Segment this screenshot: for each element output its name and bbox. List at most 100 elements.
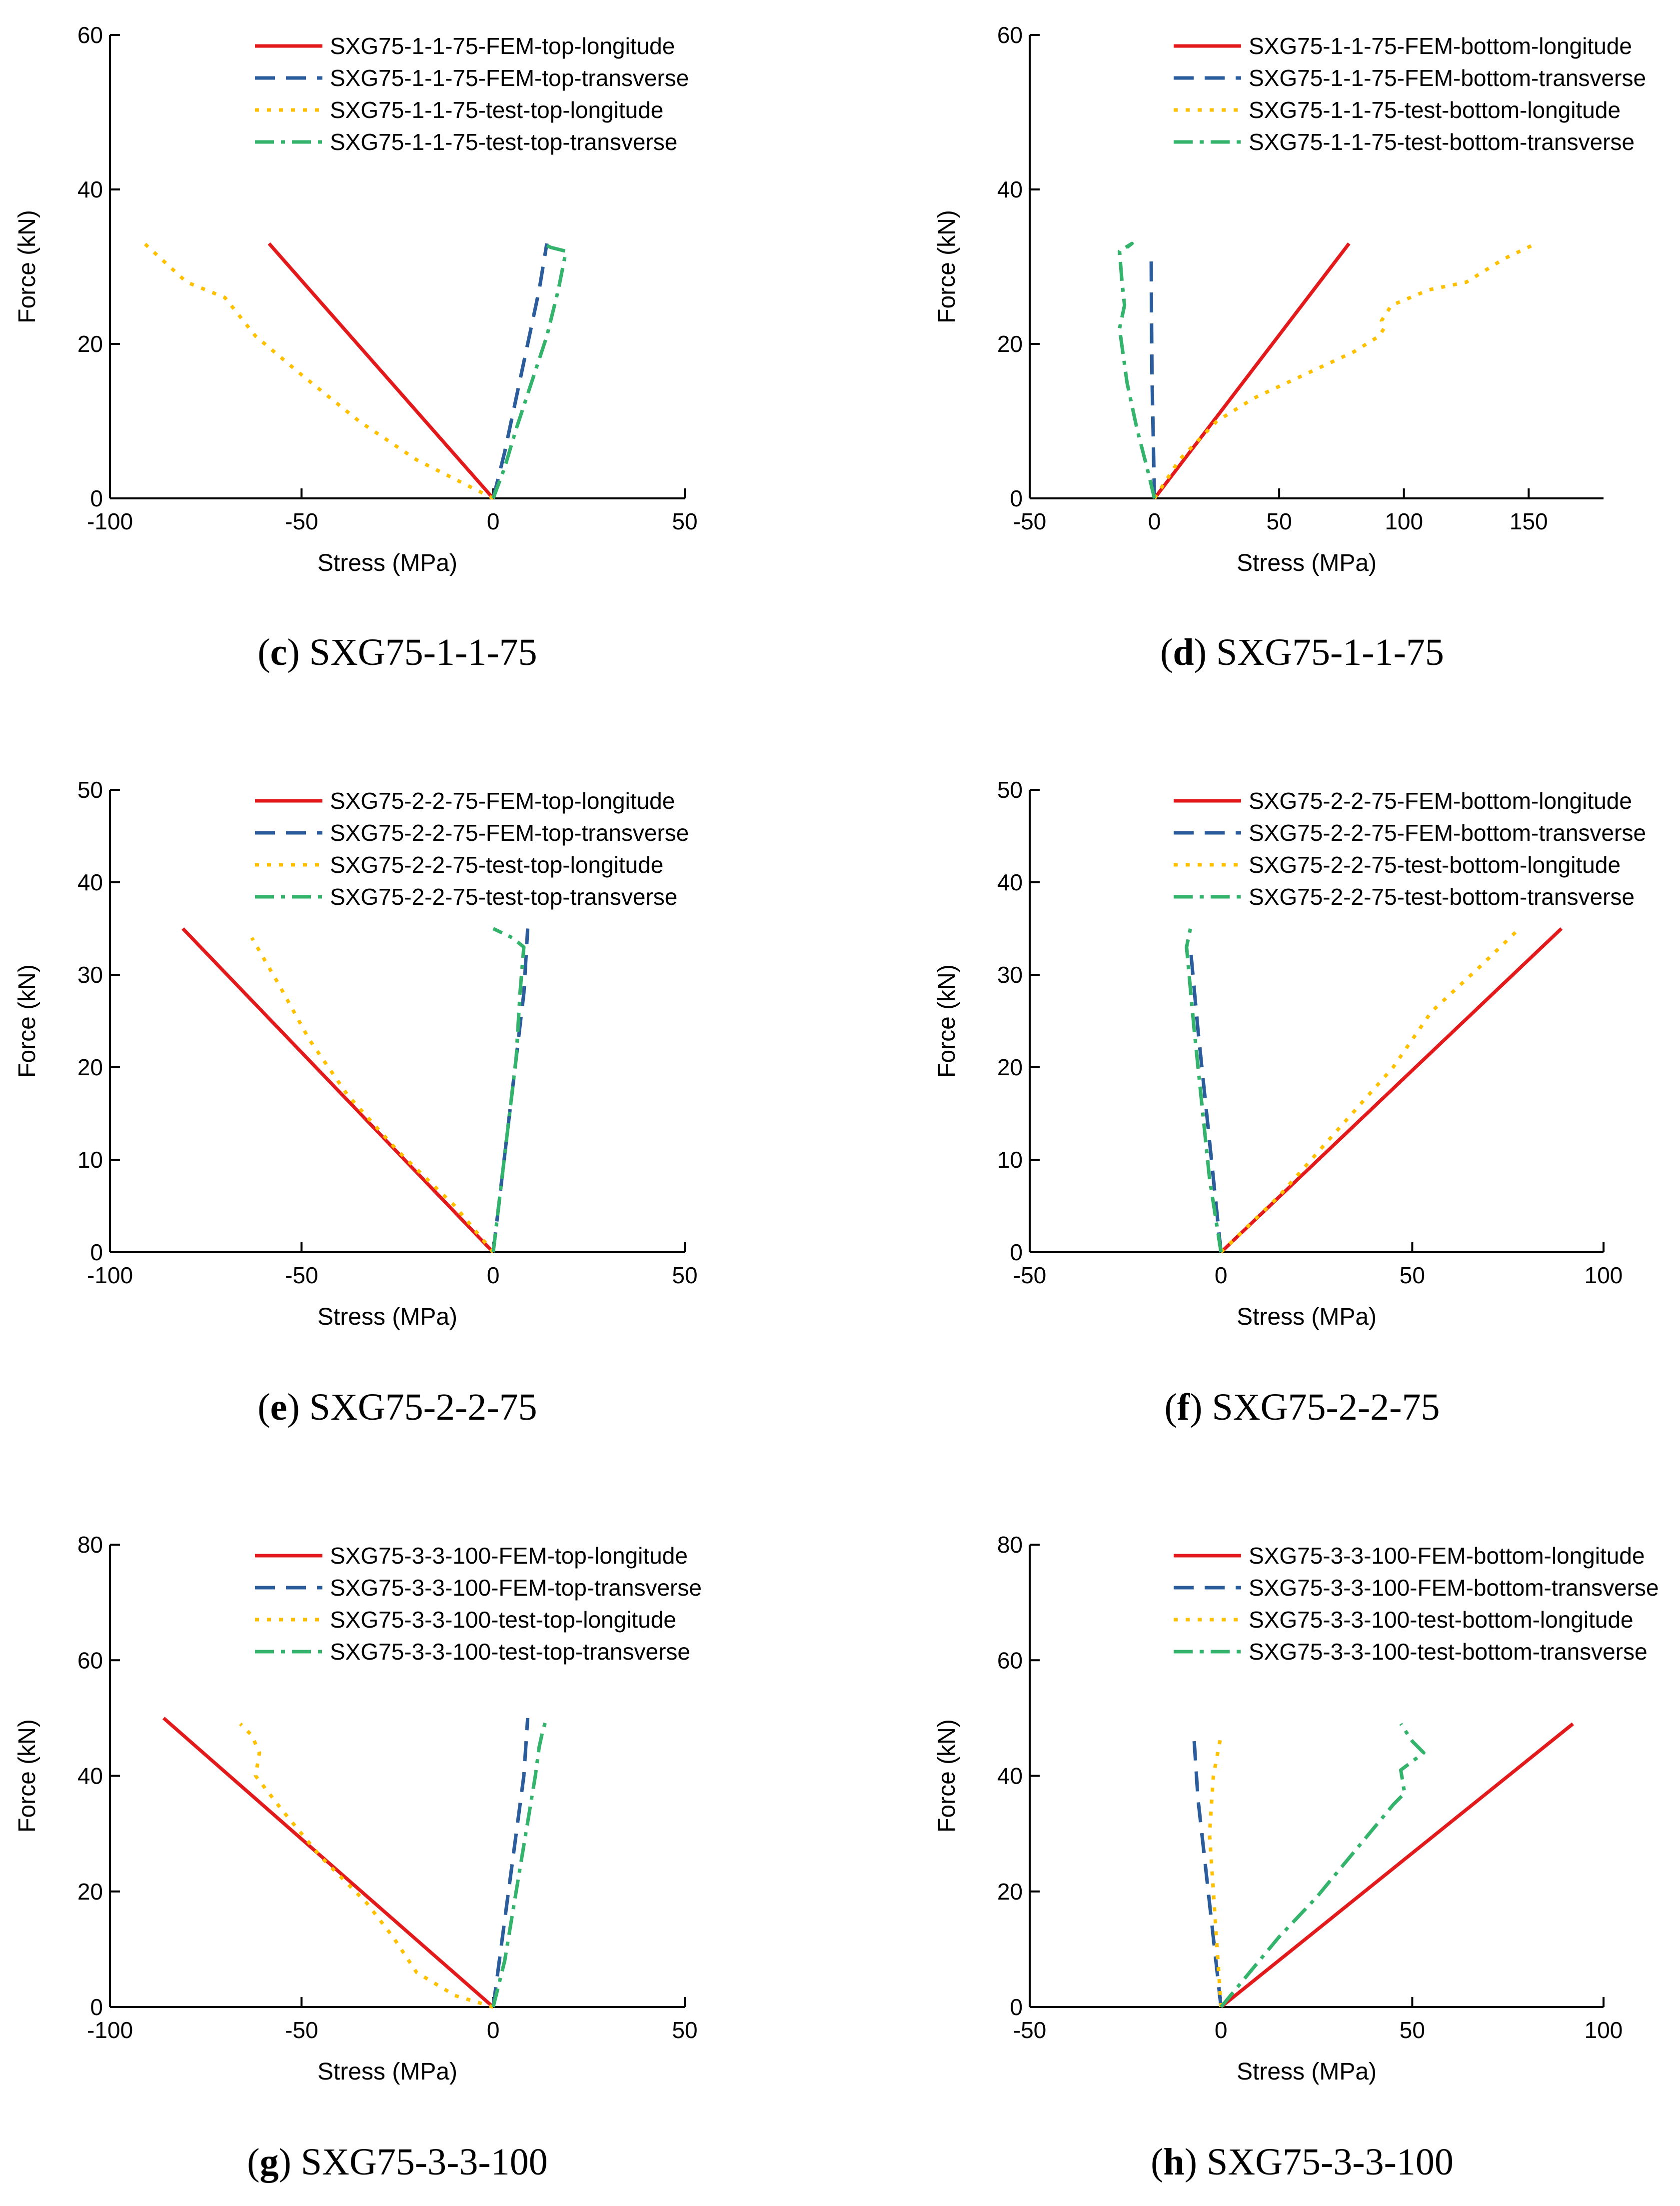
caption-part: (	[1165, 1386, 1177, 1428]
x-tick-label: -50	[285, 1262, 318, 1288]
legend-entry: SXG75-1-1-75-test-bottom-transverse	[1249, 129, 1635, 155]
y-tick-label: 0	[1010, 1239, 1023, 1265]
legend-entry: SXG75-2-2-75-test-bottom-transverse	[1249, 884, 1635, 910]
panel-caption: (f) SXG75-2-2-75	[1165, 1386, 1440, 1428]
caption-part: h	[1163, 2141, 1184, 2183]
legend-entry: SXG75-1-1-75-test-top-transverse	[330, 129, 677, 155]
y-tick-label: 20	[997, 331, 1023, 357]
y-tick-label: 0	[1010, 485, 1023, 511]
panel-caption: (e) SXG75-2-2-75	[257, 1386, 537, 1428]
x-tick-label: -50	[1013, 1262, 1046, 1288]
legend-entry: SXG75-1-1-75-FEM-top-transverse	[330, 65, 689, 91]
x-tick-label: -50	[285, 2017, 318, 2043]
series-line-test-longitude	[1208, 1735, 1223, 2008]
x-tick-label: 50	[1400, 2017, 1425, 2043]
y-tick-label: 20	[77, 1879, 103, 1905]
legend-entry: SXG75-3-3-100-test-top-transverse	[330, 1639, 690, 1665]
series-line-test-transverse	[491, 927, 526, 1253]
caption-part: (	[247, 2141, 259, 2183]
y-tick-label: 20	[77, 1054, 103, 1080]
series-line-FEM-longitude	[1220, 1722, 1574, 2009]
x-axis-label: Stress (MPa)	[317, 550, 457, 576]
legend-entry: SXG75-2-2-75-test-top-longitude	[330, 852, 663, 878]
x-tick-label: 150	[1510, 508, 1548, 534]
series-line-FEM-longitude	[162, 1717, 495, 2009]
y-tick-label: 60	[77, 22, 103, 48]
y-tick-label: 10	[77, 1147, 103, 1173]
x-axis-label: Stress (MPa)	[1237, 2059, 1377, 2085]
y-tick-label: 30	[997, 962, 1023, 988]
series-line-test-transverse	[1185, 928, 1223, 1253]
y-tick-label: 80	[77, 1532, 103, 1558]
y-tick-label: 50	[77, 777, 103, 803]
series-line-test-longitude	[1220, 927, 1521, 1254]
series-line-test-transverse	[491, 1717, 549, 2008]
legend-entry: SXG75-3-3-100-FEM-top-longitude	[330, 1543, 688, 1569]
series-line-FEM-transverse	[1149, 258, 1157, 499]
y-tick-label: 40	[997, 869, 1023, 895]
legend-entry: SXG75-2-2-75-FEM-bottom-transverse	[1249, 820, 1646, 846]
series-line-FEM-longitude	[1220, 927, 1563, 1254]
x-tick-label: -100	[87, 508, 133, 534]
legend-entry: SXG75-1-1-75-FEM-bottom-longitude	[1249, 33, 1632, 59]
x-axis-label: Stress (MPa)	[1237, 1304, 1377, 1330]
y-tick-label: 60	[997, 1647, 1023, 1673]
x-tick-label: 50	[1267, 508, 1292, 534]
legend-entry: SXG75-3-3-100-test-bottom-longitude	[1249, 1607, 1634, 1633]
caption-part: (	[1160, 631, 1173, 673]
legend-entry: SXG75-2-2-75-FEM-top-longitude	[330, 788, 675, 814]
x-tick-label: 0	[1148, 508, 1161, 534]
legend-entry: SXG75-2-2-75-test-bottom-longitude	[1249, 852, 1621, 878]
caption-part: ) SXG75-2-2-75	[287, 1386, 537, 1428]
caption-part: (	[257, 631, 270, 673]
x-tick-label: 100	[1585, 2017, 1623, 2043]
y-axis-label: Force (kN)	[934, 210, 960, 323]
y-tick-label: 0	[90, 485, 103, 511]
x-tick-label: 50	[672, 508, 697, 534]
chart-panel-g: -100 -50 0 50 0 20 40 60 80 Stress (MPa) Force (kN…	[14, 1532, 702, 2183]
x-axis-label: Stress (MPa)	[1237, 550, 1377, 576]
caption-part: (	[257, 1386, 270, 1428]
x-tick-label: -50	[285, 508, 318, 534]
x-tick-label: 50	[1400, 1262, 1425, 1288]
chart-panel-c: -100 -50 0 50 0 20 40 60 Stress (MPa) Force (kN) S…	[14, 22, 698, 673]
y-tick-label: 20	[997, 1054, 1023, 1080]
y-axis-label: Force (kN)	[934, 1719, 960, 1833]
caption-part: ) SXG75-1-1-75	[287, 631, 537, 673]
x-tick-label: 50	[672, 2017, 697, 2043]
x-axis-label: Stress (MPa)	[317, 1304, 457, 1330]
series-line-test-transverse	[491, 241, 568, 499]
x-axis-label: Stress (MPa)	[317, 2059, 457, 2085]
y-tick-label: 40	[77, 176, 103, 202]
y-tick-label: 60	[997, 22, 1023, 48]
x-tick-label: 100	[1385, 508, 1423, 534]
legend-entry: SXG75-3-3-100-FEM-top-transverse	[330, 1575, 702, 1601]
legend-entry: SXG75-3-3-100-test-bottom-transverse	[1249, 1639, 1648, 1665]
series-line-test-transverse	[1118, 241, 1157, 499]
caption-part: (	[1151, 2141, 1163, 2183]
y-axis-label: Force (kN)	[14, 1719, 40, 1833]
y-tick-label: 40	[997, 176, 1023, 202]
y-tick-label: 40	[77, 1763, 103, 1789]
series-line-test-transverse	[1220, 1723, 1426, 2009]
legend-entry: SXG75-1-1-75-FEM-bottom-transverse	[1249, 65, 1646, 91]
y-tick-label: 60	[77, 1647, 103, 1673]
x-tick-label: -50	[1013, 2017, 1046, 2043]
caption-part: g	[260, 2141, 279, 2183]
y-tick-label: 10	[997, 1147, 1023, 1173]
series-line-FEM-longitude	[181, 927, 495, 1254]
x-tick-label: 0	[487, 2017, 500, 2043]
legend-entry: SXG75-2-2-75-FEM-top-transverse	[330, 820, 689, 846]
caption-part: d	[1173, 631, 1194, 673]
series-line-FEM-longitude	[1153, 242, 1351, 500]
y-tick-label: 50	[997, 777, 1023, 803]
series-line-test-longitude	[239, 1722, 494, 2009]
series-line-FEM-transverse	[491, 243, 549, 499]
series-line-FEM-transverse	[491, 1718, 530, 2008]
caption-part: ) SXG75-1-1-75	[1194, 631, 1444, 673]
caption-part: ) SXG75-3-3-100	[1185, 2141, 1454, 2183]
panel-caption: (g) SXG75-3-3-100	[247, 2141, 548, 2183]
